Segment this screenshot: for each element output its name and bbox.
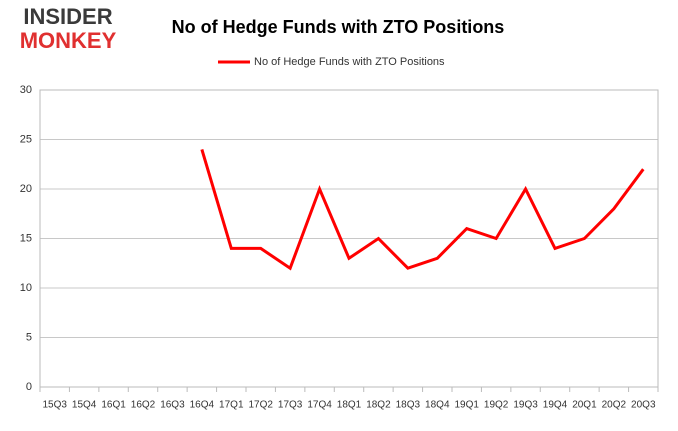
x-tick-label: 17Q1	[219, 400, 244, 411]
x-tick-label: 16Q2	[131, 400, 156, 411]
logo-top: INSIDER	[23, 4, 112, 29]
x-tick-label: 19Q3	[513, 400, 538, 411]
x-tick-label: 18Q1	[337, 400, 362, 411]
x-tick-label: 15Q3	[42, 400, 67, 411]
y-tick-label: 0	[26, 381, 32, 393]
x-tick-label: 15Q4	[72, 400, 97, 411]
y-tick-label: 5	[26, 331, 32, 343]
legend-label: No of Hedge Funds with ZTO Positions	[254, 56, 445, 68]
data-line	[200, 148, 645, 271]
x-tick-label: 18Q4	[425, 400, 450, 411]
y-tick-label: 25	[20, 133, 32, 145]
x-tick-label: 16Q1	[101, 400, 126, 411]
plot-border	[39, 89, 659, 388]
x-tick-label: 18Q2	[366, 400, 391, 411]
x-tick-label: 17Q4	[307, 400, 332, 411]
x-tick-label: 20Q1	[572, 400, 597, 411]
y-tick-label: 30	[20, 84, 32, 96]
x-tick-label: 19Q2	[484, 400, 509, 411]
x-tick-label: 18Q3	[396, 400, 421, 411]
x-tick-label: 19Q4	[543, 400, 568, 411]
x-tick-label: 17Q3	[278, 400, 303, 411]
y-tick-label: 15	[20, 232, 32, 244]
y-tick-label: 20	[20, 183, 32, 195]
y-tick-label: 10	[20, 282, 32, 294]
chart-title: No of Hedge Funds with ZTO Positions	[172, 17, 505, 37]
x-tick-label: 19Q1	[454, 400, 479, 411]
x-tick-label: 20Q2	[602, 400, 627, 411]
x-tick-label: 16Q3	[160, 400, 185, 411]
logo-bottom: MONKEY	[20, 28, 117, 53]
x-tick-label: 17Q2	[248, 400, 273, 411]
x-tick-label: 20Q3	[631, 400, 656, 411]
x-tick-label: 16Q4	[190, 400, 215, 411]
